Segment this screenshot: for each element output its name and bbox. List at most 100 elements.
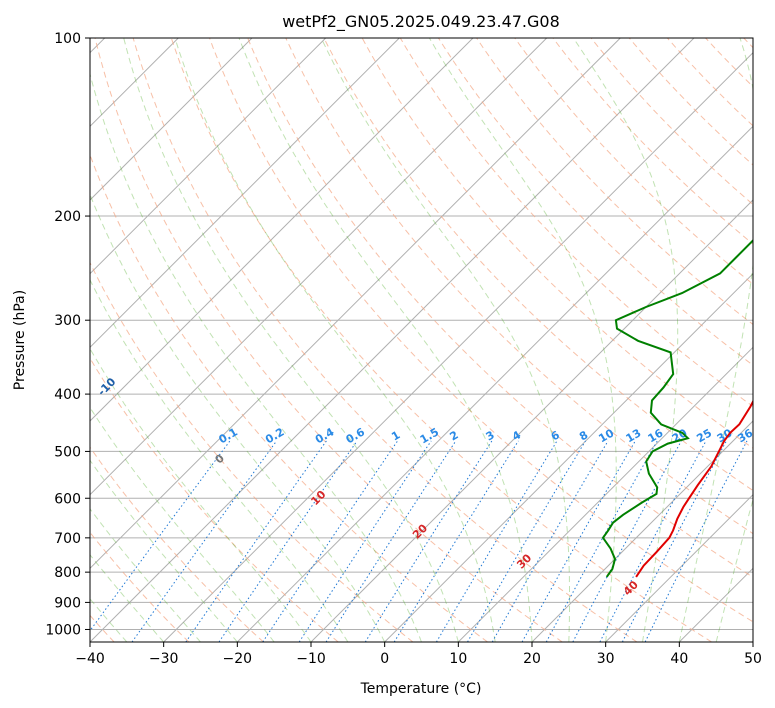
isotherm-gridline <box>90 38 327 275</box>
y-axis: 100 200 300 400 500 600 700 800 900 1000 <box>45 31 90 638</box>
moist-adiabat <box>572 38 679 642</box>
mixing-ratio-line <box>298 440 432 642</box>
moist-adiabat <box>90 553 165 642</box>
moist-adiabat <box>90 507 201 642</box>
dry-adiabat <box>590 38 753 206</box>
moist-adiabat <box>238 38 533 642</box>
isotherm-gridline <box>752 641 753 642</box>
dry-adiabat <box>90 531 190 642</box>
dry-adiabat <box>552 38 753 245</box>
mixing-ratio-line <box>491 440 609 642</box>
isotherm-gridline <box>457 346 753 642</box>
mixing-ratio-label: 8 <box>577 428 590 443</box>
y-tick-label: 600 <box>54 491 81 507</box>
dry-adiabat <box>628 38 753 166</box>
dewpoint-profile-line <box>601 238 753 578</box>
moist-adiabat <box>320 38 571 642</box>
mixing-ratio-line <box>467 440 586 642</box>
y-tick-label: 100 <box>54 31 81 47</box>
mixing-ratio-line <box>262 440 399 642</box>
dry-adiabat <box>476 38 753 326</box>
mixing-ratio-line <box>644 440 748 642</box>
plot-frame <box>89 37 754 643</box>
mixing-ratio-line <box>364 440 493 642</box>
x-tick-label: 10 <box>449 651 467 667</box>
dry-adiabat <box>705 38 753 88</box>
dry-adiabat <box>94 38 563 642</box>
isotherm-gridline <box>90 38 548 496</box>
dry-adiabat-label: -10 <box>95 375 118 398</box>
isotherm-gridline <box>90 38 695 642</box>
isotherm-gridline <box>605 493 753 642</box>
x-tick-label: −40 <box>75 651 105 667</box>
moist-adiabat <box>90 193 386 642</box>
mixing-ratio-line <box>325 440 457 642</box>
mixing-ratio-line <box>521 440 636 642</box>
moist-adiabat <box>90 459 238 642</box>
x-tick-label: 0 <box>380 651 389 667</box>
mixing-ratio-label: 6 <box>549 428 562 443</box>
dry-adiabat <box>132 38 638 642</box>
moist-adiabat <box>90 72 422 642</box>
moist-adiabat <box>90 278 349 642</box>
plot-area: 0.10.20.40.611.52346810131620253036-100-… <box>90 38 755 642</box>
isotherm-gridline <box>90 38 474 422</box>
mixing-ratio-line <box>131 440 278 642</box>
dry-adiabat <box>514 38 753 285</box>
dry-adiabat <box>90 357 339 642</box>
x-tick-label: 40 <box>670 651 688 667</box>
isotherm-gridline <box>90 38 253 201</box>
mixing-ratio-label: 0.6 <box>344 425 368 446</box>
mixing-ratio-line <box>435 440 558 642</box>
mixing-ratio-label: 13 <box>624 426 644 445</box>
isotherm-gridline <box>678 567 753 642</box>
mixing-ratio-line <box>90 440 231 632</box>
mixing-ratio-label: 1.5 <box>418 425 441 446</box>
mixing-ratio-label: 36 <box>735 426 755 445</box>
chart-title: wetPf2_GN05.2025.049.23.47.G08 <box>282 12 560 32</box>
mixing-ratio-line <box>545 440 658 642</box>
y-tick-label: 300 <box>54 313 81 329</box>
moist-adiabat <box>90 406 275 642</box>
x-tick-label: −30 <box>149 651 179 667</box>
mixing-ratio-line <box>185 440 327 642</box>
isotherm-gridline <box>384 272 753 642</box>
x-axis-label: Temperature (°C) <box>360 681 482 697</box>
dry-adiabat <box>743 38 753 49</box>
x-tick-label: 30 <box>597 651 615 667</box>
dry-adiabat <box>437 38 753 366</box>
isotherm-gridline <box>90 38 621 570</box>
moist-adiabat <box>123 38 459 642</box>
dry-adiabat <box>90 446 264 642</box>
dry-adiabat <box>361 38 753 449</box>
dry-adiabat <box>285 38 753 535</box>
mixing-ratio-line <box>393 440 519 642</box>
mixing-ratio-line <box>218 440 358 642</box>
temperature-profile-line <box>635 399 753 578</box>
x-axis: −40 −30 −20 −10 0 10 20 30 40 50 <box>75 642 762 667</box>
dry-adiabat <box>90 153 488 642</box>
y-tick-label: 500 <box>54 444 81 460</box>
dry-adiabat <box>247 38 753 578</box>
x-tick-label: 20 <box>523 651 541 667</box>
dry-adiabat-label: 0 <box>212 451 227 466</box>
y-tick-label: 800 <box>54 565 81 581</box>
mixing-ratio-label: 0.2 <box>263 425 286 446</box>
isotherm-gridline <box>90 38 400 349</box>
mixing-ratio-line <box>621 440 727 642</box>
x-tick-label: −10 <box>296 651 326 667</box>
y-tick-label: 700 <box>54 531 81 547</box>
isotherm-gridline <box>531 420 753 642</box>
y-tick-label: 400 <box>54 387 81 403</box>
y-axis-label: Pressure (hPa) <box>12 290 28 390</box>
x-tick-label: 50 <box>744 651 762 667</box>
y-tick-label: 200 <box>54 209 81 225</box>
mixing-ratio-label: 2 <box>448 428 461 443</box>
moist-adiabat <box>90 598 128 642</box>
moist-adiabat <box>715 497 753 642</box>
y-tick-label: 900 <box>54 595 81 611</box>
mixing-ratio-label: 0.4 <box>313 425 337 446</box>
dry-adiabat <box>90 261 414 642</box>
isotherm-gridline <box>236 125 753 642</box>
isotherm-gridline <box>310 199 753 642</box>
